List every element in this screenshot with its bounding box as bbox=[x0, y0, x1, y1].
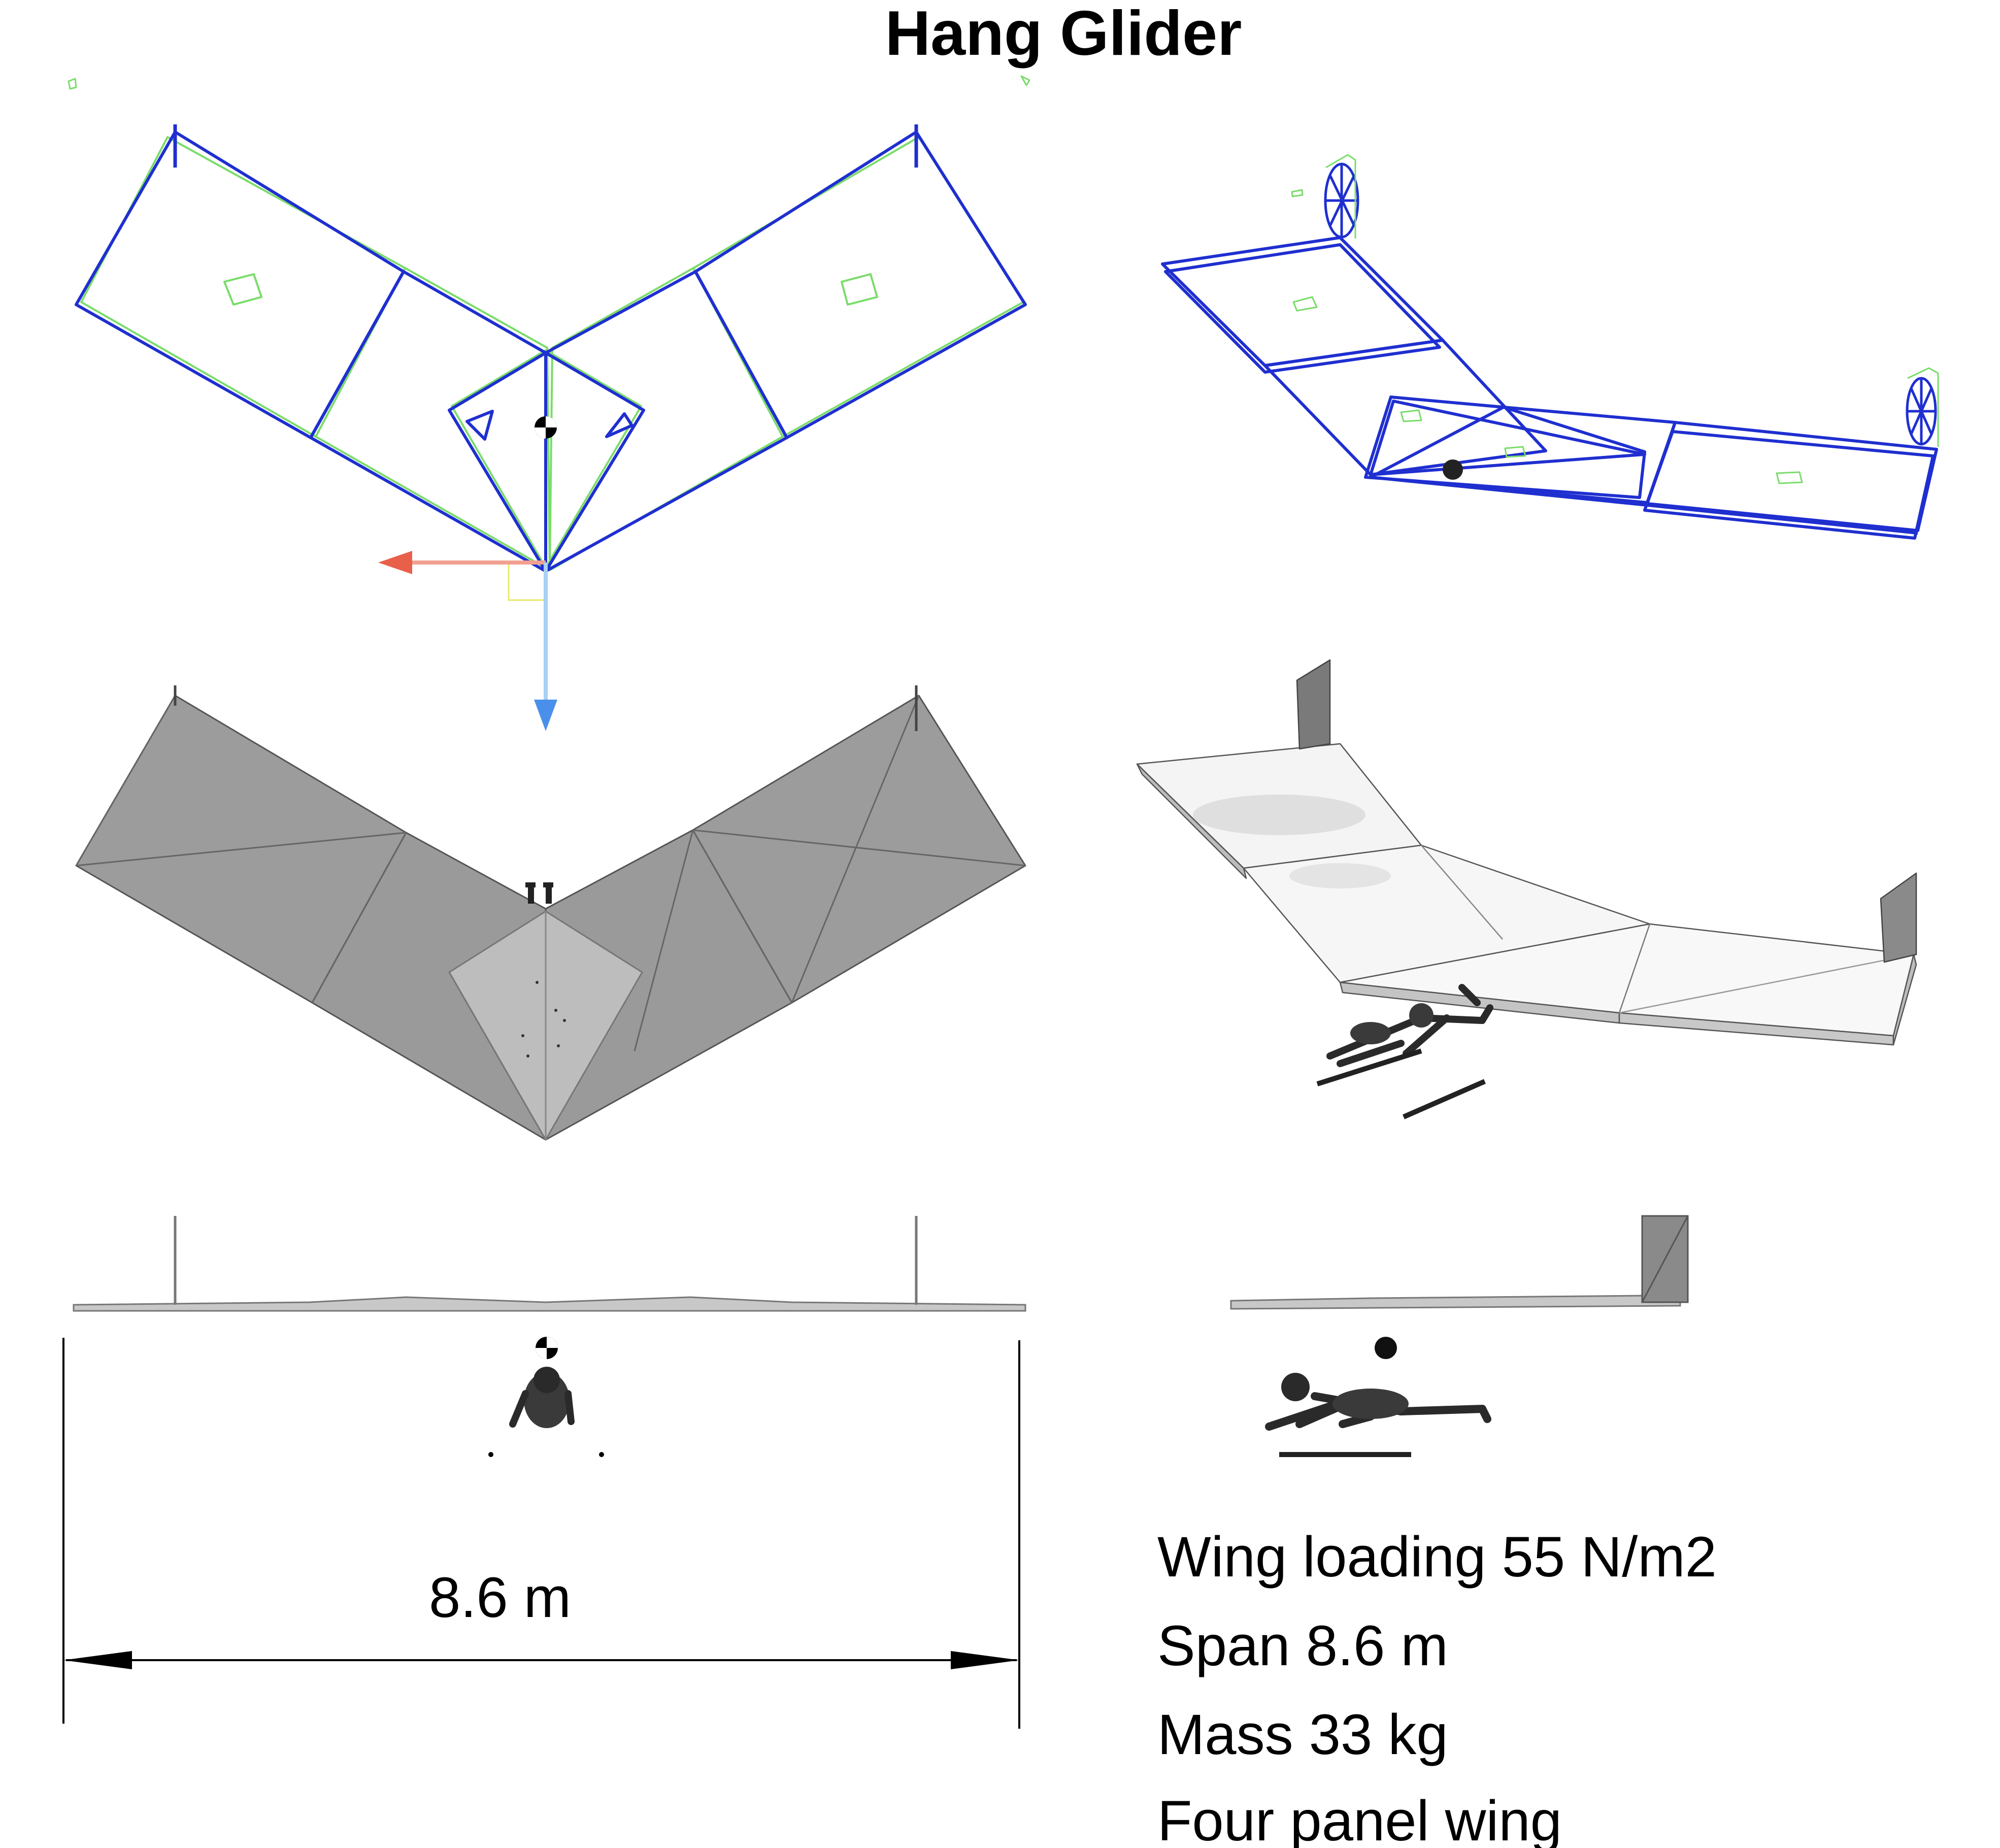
spec-mass: Mass 33 kg bbox=[1157, 1703, 1448, 1766]
spec-wing-type: Four panel wing bbox=[1157, 1789, 1562, 1848]
span-dimension bbox=[62, 1338, 1020, 1729]
cg-marker-iso-icon bbox=[1443, 459, 1463, 480]
coordinate-axes bbox=[378, 551, 557, 731]
fin-left-icon bbox=[1324, 162, 1359, 239]
pilot-front-icon bbox=[488, 1367, 604, 1457]
top-view-wireframe bbox=[68, 75, 1030, 573]
diagram-title: Hang Glider bbox=[885, 0, 1242, 69]
side-view bbox=[1230, 1215, 1689, 1457]
spec-list: Wing loading 55 N/m2 Span 8.6 m Mass 33 … bbox=[1157, 1525, 1717, 1848]
front-view bbox=[73, 1216, 1026, 1457]
spec-wing-loading: Wing loading 55 N/m2 bbox=[1157, 1525, 1717, 1589]
shaded-bottom-view bbox=[75, 685, 1026, 1141]
cg-marker-side-icon bbox=[1375, 1337, 1397, 1359]
shaded-perspective-view bbox=[1136, 659, 1917, 1119]
fin-right-icon bbox=[1906, 377, 1937, 446]
cg-marker-front-icon bbox=[536, 1337, 558, 1359]
isometric-wireframe bbox=[1161, 154, 1939, 540]
cg-marker-icon bbox=[535, 416, 557, 439]
pilot-feet-icon bbox=[525, 882, 553, 904]
span-dimension-label: 8.6 m bbox=[429, 1566, 571, 1629]
spec-span: Span 8.6 m bbox=[1157, 1614, 1448, 1677]
